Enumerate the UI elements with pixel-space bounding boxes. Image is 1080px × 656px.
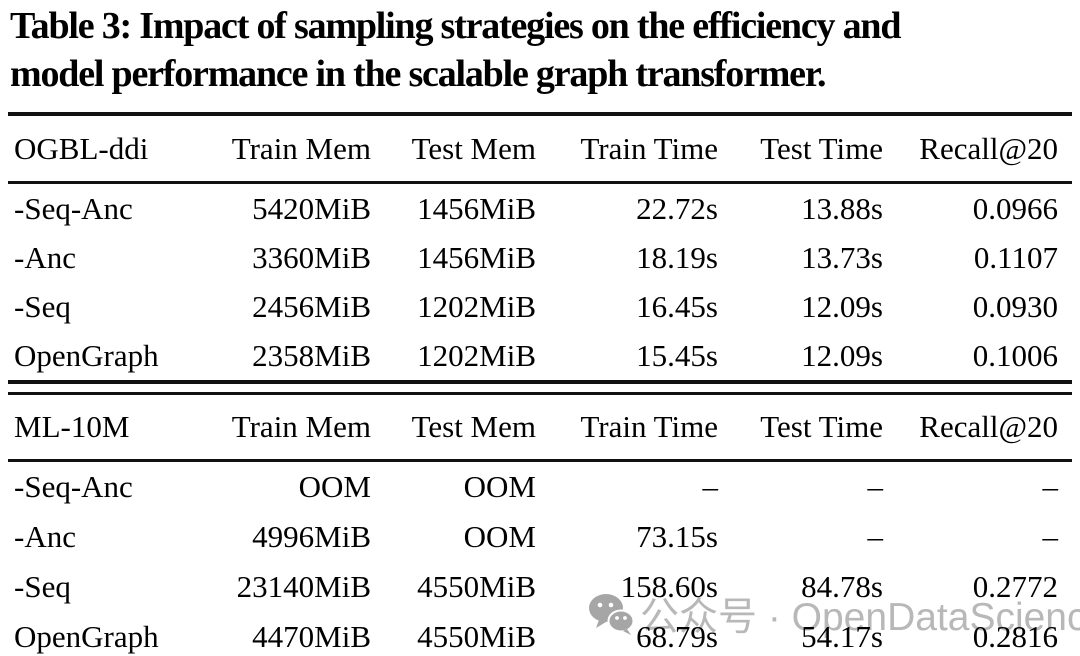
header-cell-train-mem: Train Mem [200,114,372,184]
data-cell: OOM [298,469,371,504]
data-cell: 13.88s [801,190,883,226]
caption-line-1: Table 3: Impact of sampling strategies o… [10,5,901,47]
header-cell-train-time: Train Time [537,114,719,184]
data-cell: 1202MiB [417,337,536,373]
row-label: -Seq-Anc [14,190,133,226]
header-cell-recall: Recall@20 [884,395,1072,462]
table-row: -Anc 3360MiB 1456MiB 18.19s 13.73s 0.110… [8,233,1072,282]
row-label: -Seq [14,569,71,604]
row-label: -Anc [14,519,76,554]
data-cell: 0.1107 [973,239,1058,275]
data-cell: – [1042,519,1059,554]
data-cell: 18.19s [636,239,718,275]
table-row: OpenGraph 4470MiB 4550MiB 68.79s 54.17s … [8,612,1072,656]
table-row: -Anc 4996MiB OOM 73.15s – – [8,512,1072,562]
data-cell: 4550MiB [417,569,536,604]
data-cell: 84.78s [801,569,883,604]
header-cell-train-time: Train Time [537,395,719,462]
data-cell: 3360MiB [252,239,371,275]
data-cell: 5420MiB [252,190,371,226]
table-ml-10m: ML-10M Train Mem Test Mem Train Time Tes… [8,395,1072,656]
data-cell: 158.60s [620,569,718,604]
header-cell-test-mem: Test Mem [372,114,537,184]
watermark-text: 公众号 · OpenDataScience [640,596,1080,639]
table-row: -Seq-Anc 5420MiB 1456MiB 22.72s 13.88s 0… [8,183,1072,234]
data-cell: 4550MiB [417,619,536,654]
data-cell: OOM [463,519,536,554]
data-cell: OOM [463,469,536,504]
row-label: OpenGraph [14,337,159,373]
data-cell: 1456MiB [417,190,536,226]
data-cell: – [702,469,719,504]
table-row: -Seq 2456MiB 1202MiB 16.45s 12.09s 0.093… [8,282,1072,331]
row-label: OpenGraph [14,619,159,654]
table-row: OpenGraph 2358MiB 1202MiB 15.45s 12.09s … [8,331,1072,382]
data-cell: 0.0930 [972,288,1058,324]
data-cell: 0.1006 [972,337,1058,373]
data-cell: 12.09s [801,288,883,324]
data-cell: 0.2816 [972,619,1058,654]
data-cell: 15.45s [636,337,718,373]
header-cell-recall: Recall@20 [884,114,1072,184]
section-divider-double-rule [8,384,1072,395]
watermark: 公众号 · OpenDataScience [588,586,1080,642]
header-row: OGBL-ddi Train Mem Test Mem Train Time T… [8,114,1072,184]
row-label: -Seq [14,288,71,324]
data-cell: 23140MiB [236,569,371,604]
data-cell: 0.0966 [972,190,1058,226]
table-ogbl-ddi: OGBL-ddi Train Mem Test Mem Train Time T… [8,112,1072,384]
header-cell-dataset: OGBL-ddi [8,114,200,184]
data-cell: 16.45s [636,288,718,324]
table-zone: OGBL-ddi Train Mem Test Mem Train Time T… [8,112,1072,656]
data-cell: 22.72s [636,190,718,226]
data-cell: 2456MiB [252,288,371,324]
header-cell-train-mem: Train Mem [200,395,372,462]
data-cell: – [867,469,884,504]
header-cell-test-time: Test Time [719,395,884,462]
data-cell: 73.15s [636,519,718,554]
table-caption: Table 3: Impact of sampling strategies o… [0,0,1080,98]
data-cell: 68.79s [636,619,718,654]
table-row: -Seq-Anc OOM OOM – – – [8,461,1072,513]
data-cell: 4996MiB [252,519,371,554]
data-cell: 0.2772 [972,569,1058,604]
header-cell-test-mem: Test Mem [372,395,537,462]
caption-line-2: model performance in the scalable graph … [10,53,827,95]
row-label: -Seq-Anc [14,469,133,504]
data-cell: – [1042,469,1059,504]
table-row: -Seq 23140MiB 4550MiB 158.60s 84.78s 0.2… [8,562,1072,612]
header-row: ML-10M Train Mem Test Mem Train Time Tes… [8,395,1072,462]
data-cell: 12.09s [801,337,883,373]
header-cell-test-time: Test Time [719,114,884,184]
data-cell: 2358MiB [252,337,371,373]
data-cell: – [867,519,884,554]
header-cell-dataset: ML-10M [8,395,200,462]
data-cell: 13.73s [801,239,883,275]
data-cell: 1456MiB [417,239,536,275]
data-cell: 1202MiB [417,288,536,324]
data-cell: 54.17s [801,619,883,654]
row-label: -Anc [14,239,76,275]
wechat-icon [589,594,634,635]
data-cell: 4470MiB [252,619,371,654]
